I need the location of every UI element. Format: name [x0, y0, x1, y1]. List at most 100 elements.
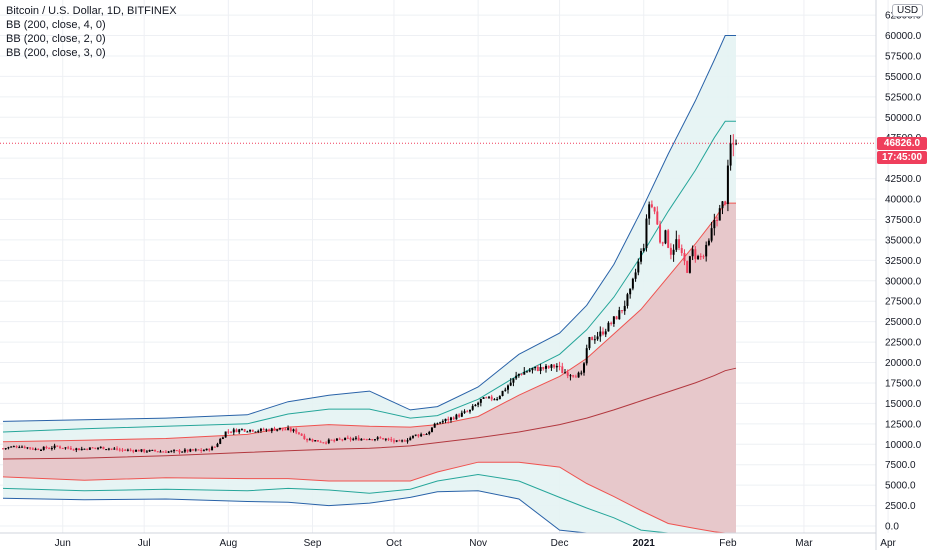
candle[interactable] [314, 440, 317, 442]
candle[interactable] [349, 436, 352, 442]
candles[interactable] [2, 134, 738, 455]
candle[interactable] [175, 450, 178, 452]
candle[interactable] [501, 390, 504, 397]
candle[interactable] [468, 409, 471, 414]
candle[interactable] [110, 448, 113, 451]
candle[interactable] [678, 234, 681, 251]
candle[interactable] [94, 447, 97, 450]
candle[interactable] [270, 427, 273, 434]
candle[interactable] [178, 449, 181, 455]
candle[interactable] [69, 445, 72, 451]
candle[interactable] [97, 447, 100, 451]
candle[interactable] [517, 373, 520, 378]
candle[interactable] [664, 229, 667, 245]
candle[interactable] [485, 396, 488, 399]
candle[interactable] [395, 440, 398, 443]
candle[interactable] [512, 378, 515, 387]
candle[interactable] [520, 373, 523, 376]
candle[interactable] [718, 204, 721, 221]
candle[interactable] [330, 439, 333, 441]
candle[interactable] [12, 445, 15, 448]
candle[interactable] [102, 446, 105, 450]
candle[interactable] [259, 427, 262, 433]
candle[interactable] [732, 134, 735, 157]
candle[interactable] [230, 431, 233, 434]
candle[interactable] [612, 316, 615, 327]
candle[interactable] [154, 449, 157, 452]
candle[interactable] [447, 416, 450, 424]
candle[interactable] [436, 422, 439, 425]
candle[interactable] [10, 446, 13, 448]
candle[interactable] [284, 427, 287, 431]
indicator-legend-bb-3[interactable]: BB (200, close, 3, 0) [6, 47, 106, 59]
candle[interactable] [539, 363, 542, 375]
candle[interactable] [159, 449, 162, 453]
candle[interactable] [430, 427, 433, 433]
candle[interactable] [384, 438, 387, 442]
candle[interactable] [281, 427, 284, 432]
candle[interactable] [697, 254, 700, 260]
candle[interactable] [333, 438, 336, 443]
candle[interactable] [506, 384, 509, 394]
candle[interactable] [474, 403, 477, 407]
candle[interactable] [42, 446, 45, 451]
candle[interactable] [118, 447, 121, 452]
candle[interactable] [650, 200, 653, 209]
candle[interactable] [311, 438, 314, 443]
candle[interactable] [262, 427, 265, 431]
candle[interactable] [713, 213, 716, 236]
candle[interactable] [341, 438, 344, 442]
candle[interactable] [31, 447, 34, 451]
candle[interactable] [471, 404, 474, 411]
candle[interactable] [566, 369, 569, 379]
candle[interactable] [515, 371, 518, 380]
candle[interactable] [553, 364, 556, 369]
x-axis[interactable]: Jun Jul Aug Sep Oct Nov Dec 2021 Feb Mar Apr [0, 532, 897, 549]
candle[interactable] [591, 336, 594, 341]
candle[interactable] [251, 429, 254, 433]
candle[interactable] [599, 326, 602, 342]
candle[interactable] [140, 449, 143, 453]
candle[interactable] [300, 433, 303, 436]
candle[interactable] [574, 374, 577, 378]
candle[interactable] [604, 328, 607, 338]
candle[interactable] [455, 413, 458, 420]
candle[interactable] [661, 241, 664, 247]
candle[interactable] [129, 448, 132, 452]
candle[interactable] [352, 437, 355, 441]
candle[interactable] [531, 367, 534, 374]
candle[interactable] [547, 365, 550, 369]
candle[interactable] [268, 428, 271, 432]
candle[interactable] [371, 438, 374, 441]
candle[interactable] [729, 134, 732, 171]
candle[interactable] [368, 438, 371, 441]
candle[interactable] [615, 315, 618, 320]
candle[interactable] [498, 395, 501, 400]
candle[interactable] [528, 368, 531, 373]
candle[interactable] [564, 368, 567, 374]
candle[interactable] [124, 448, 127, 451]
candle[interactable] [354, 436, 357, 441]
candle[interactable] [702, 254, 705, 260]
candle[interactable] [23, 445, 26, 449]
candle[interactable] [338, 437, 341, 440]
candle[interactable] [170, 450, 173, 453]
candle[interactable] [642, 243, 645, 253]
candle[interactable] [403, 439, 406, 442]
candle[interactable] [249, 429, 252, 433]
candle[interactable] [29, 447, 32, 450]
candle[interactable] [621, 310, 624, 314]
candle[interactable] [363, 438, 366, 440]
candle[interactable] [422, 434, 425, 436]
candle[interactable] [667, 228, 670, 249]
candle[interactable] [420, 432, 423, 437]
candle[interactable] [216, 442, 219, 448]
chart-title[interactable]: Bitcoin / U.S. Dollar, 1D, BITFINEX [6, 5, 177, 17]
candle[interactable] [406, 438, 409, 444]
candle[interactable] [265, 428, 268, 432]
candle[interactable] [208, 448, 211, 452]
candle[interactable] [458, 413, 461, 419]
candle[interactable] [276, 429, 279, 432]
candle[interactable] [705, 241, 708, 262]
candle[interactable] [360, 438, 363, 441]
